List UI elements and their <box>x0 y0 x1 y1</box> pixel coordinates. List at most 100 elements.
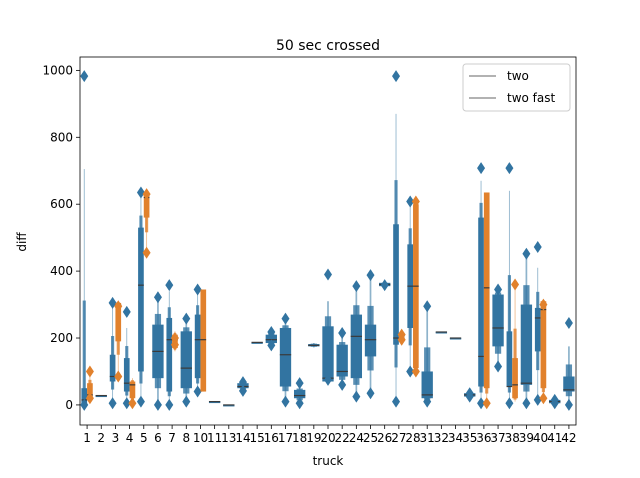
outlier-point <box>338 378 347 391</box>
iqr-box <box>109 354 116 382</box>
outlier-point <box>136 395 145 408</box>
box-28-two-fast <box>411 195 420 378</box>
x-axis-label: truck <box>313 454 344 468</box>
iqr-box <box>483 192 490 389</box>
outlier-point <box>165 398 174 411</box>
iqr-box <box>265 334 277 344</box>
outlier-point <box>465 390 474 403</box>
outlier-point <box>182 312 191 325</box>
outlier-point <box>494 283 503 296</box>
outlier-point <box>522 247 531 260</box>
box-11-two <box>208 400 221 404</box>
box-10-two <box>193 283 202 398</box>
iqr-box <box>322 326 334 382</box>
iqr-box <box>194 314 201 379</box>
iqr-box <box>208 401 221 404</box>
iqr-box <box>563 376 575 392</box>
outlier-point <box>281 395 290 408</box>
box-6-two <box>152 291 164 411</box>
outlier-point <box>193 385 202 398</box>
box-42-two <box>563 316 575 411</box>
x-tick-label: 17 <box>278 431 293 445</box>
iqr-box <box>336 344 348 377</box>
box-10-two-fast <box>200 289 207 392</box>
iqr-box <box>520 304 533 385</box>
box-27-two-fast <box>397 328 406 346</box>
box-22-two <box>336 327 348 391</box>
iqr-box <box>180 331 192 389</box>
box-28-two <box>406 195 415 378</box>
y-tick-label: 600 <box>50 197 73 211</box>
outlier-point <box>85 392 94 405</box>
outlier-point <box>142 246 151 259</box>
box-7-two-fast <box>170 331 179 352</box>
outlier-point <box>122 305 131 318</box>
outlier-point <box>80 70 89 83</box>
box-8-two <box>180 312 192 408</box>
box-14-two <box>237 376 249 397</box>
x-tick-label: 42 <box>561 431 576 445</box>
box-35-two <box>464 387 476 403</box>
box-20-two <box>322 268 334 386</box>
outlier-point <box>392 70 401 83</box>
outlier-point <box>193 283 202 296</box>
x-tick-label: 25 <box>363 431 378 445</box>
outlier-point <box>550 397 559 410</box>
x-tick-label: 24 <box>349 431 364 445</box>
iqr-box <box>138 227 144 372</box>
x-tick-label: 5 <box>140 431 148 445</box>
outlier-point <box>406 195 415 208</box>
x-tick-label: 1 <box>83 431 91 445</box>
outlier-point <box>533 241 542 254</box>
outlier-point <box>122 397 131 410</box>
box-1-two <box>80 70 89 411</box>
iqr-box <box>123 358 130 392</box>
box-38-two <box>505 162 514 410</box>
box-7-two <box>165 279 174 411</box>
outlier-point <box>482 397 491 410</box>
y-tick-label: 400 <box>50 264 73 278</box>
iqr-box <box>364 324 377 357</box>
outlier-point <box>533 393 542 406</box>
x-tick-label: 10 <box>193 431 208 445</box>
outlier-point <box>505 397 514 410</box>
box-18-two <box>293 377 306 410</box>
x-tick-label: 36 <box>476 431 491 445</box>
x-tick-label: 32 <box>434 431 449 445</box>
box-41-two <box>549 393 561 410</box>
iqr-box <box>166 317 173 392</box>
x-tick-label: 16 <box>264 431 279 445</box>
box-39-two <box>520 247 533 410</box>
y-axis-label: diff <box>15 232 29 252</box>
outlier-point <box>411 195 420 208</box>
x-tick-label: 8 <box>182 431 190 445</box>
outlier-point <box>411 365 420 378</box>
box-24-two <box>350 280 363 403</box>
box-5-two <box>136 186 145 408</box>
y-axis: 0 200 400 600 800 1000 <box>42 63 80 412</box>
iqr-box <box>251 342 263 344</box>
outlier-point <box>505 162 514 175</box>
box-40-two-fast <box>539 298 548 405</box>
outlier-point <box>108 397 117 410</box>
y-tick-label: 200 <box>50 331 73 345</box>
y-tick-label: 0 <box>65 398 73 412</box>
legend: two two fast <box>462 63 571 112</box>
outlier-point <box>564 398 573 411</box>
outlier-point <box>338 327 347 339</box>
x-tick-label: 22 <box>335 431 350 445</box>
outlier-point <box>170 338 179 351</box>
x-tick-label: 28 <box>405 431 420 445</box>
box-31-two <box>421 300 433 408</box>
legend-label-two-fast: two fast <box>507 91 556 105</box>
iqr-box <box>143 194 150 218</box>
outlier-point <box>295 397 304 410</box>
x-tick-label: 14 <box>235 431 250 445</box>
iqr-box <box>129 381 136 399</box>
outlier-point <box>477 397 486 410</box>
x-tick-label: 18 <box>292 431 307 445</box>
outlier-point <box>153 291 162 304</box>
outlier-point <box>182 395 191 408</box>
x-tick-label: 15 <box>250 431 265 445</box>
